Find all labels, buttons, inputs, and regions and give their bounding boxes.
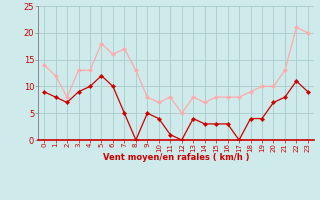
X-axis label: Vent moyen/en rafales ( km/h ): Vent moyen/en rafales ( km/h ): [103, 153, 249, 162]
